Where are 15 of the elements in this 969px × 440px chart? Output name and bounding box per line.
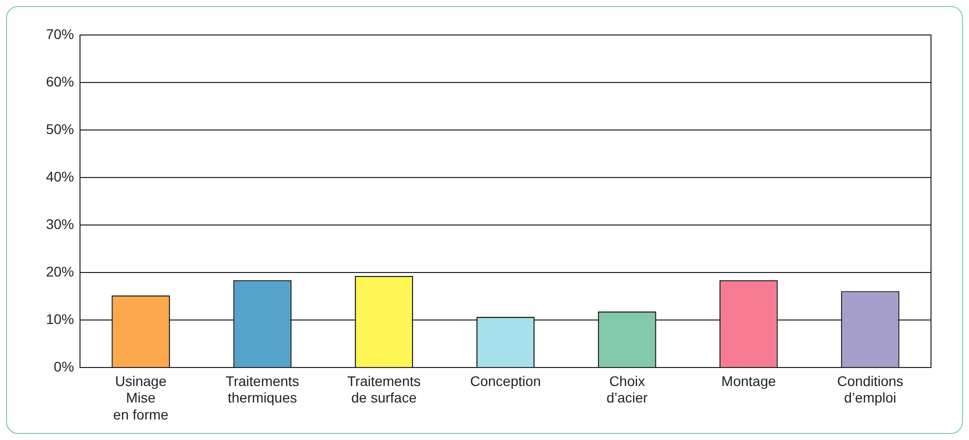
- y-tick-label: 0%: [54, 358, 74, 374]
- y-tick-label: 50%: [46, 120, 74, 137]
- x-tick-label: Conception: [470, 372, 541, 389]
- x-tick-label: Conditions d’emploi: [837, 372, 904, 406]
- y-tick-label: 20%: [46, 263, 74, 280]
- x-tick-label: Traitements de surface: [347, 372, 421, 406]
- y-tick-label: 30%: [46, 216, 74, 232]
- y-tick-label: 10%: [46, 310, 74, 327]
- x-tick-label: Montage: [721, 372, 776, 389]
- x-tick-label: Usinage Mise en forme: [113, 372, 169, 422]
- y-tick-label: 60%: [46, 73, 74, 90]
- x-tick-label: Traitements thermiques: [226, 372, 300, 406]
- y-tick-label: 70%: [46, 26, 74, 42]
- y-tick-label: 40%: [46, 168, 74, 184]
- x-tick-label: Choix d’acier: [606, 372, 648, 406]
